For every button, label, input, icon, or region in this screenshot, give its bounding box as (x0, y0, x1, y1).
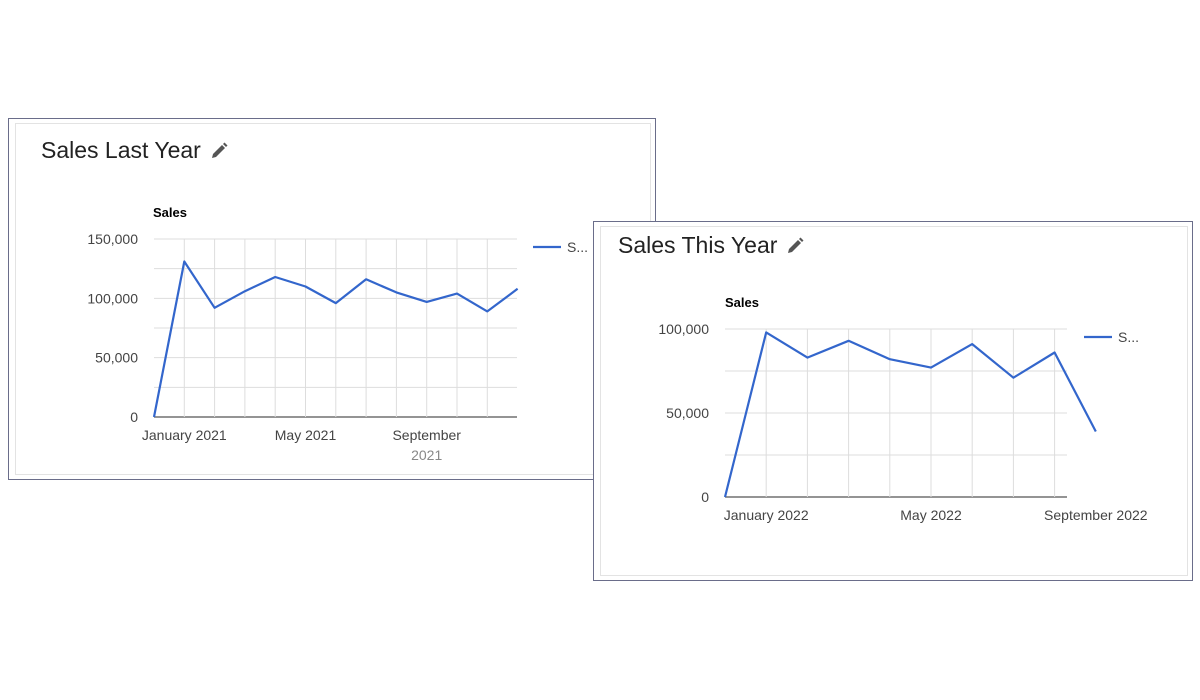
y-axis-title: Sales (725, 295, 759, 310)
chart-title: Sales This Year (618, 232, 805, 259)
x-tick-label: May 2021 (275, 427, 337, 443)
pencil-icon[interactable] (785, 236, 805, 256)
y-tick-label: 150,000 (87, 231, 138, 247)
chart-card-this-year: Sales This Year 0 50,000 100,000 January 20… (593, 221, 1193, 581)
x-tick-label: January 2021 (142, 427, 227, 443)
y-tick-label: 50,000 (95, 350, 138, 366)
chart-title-text: Sales This Year (618, 232, 778, 258)
y-tick-label: 0 (130, 409, 138, 425)
y-tick-label: 100,000 (658, 321, 709, 337)
y-tick-label: 0 (701, 489, 709, 505)
pencil-icon[interactable] (209, 141, 229, 161)
line-chart: 0 50,000 100,000 150,000 January 2021 May 202… (87, 205, 588, 463)
x-tick-label: September (392, 427, 461, 443)
x-tick-sublabel: 2021 (411, 447, 442, 463)
y-tick-label: 100,000 (87, 290, 138, 306)
x-tick-label: January 2022 (724, 507, 809, 523)
x-tick-label: May 2022 (900, 507, 962, 523)
chart-title: Sales Last Year (41, 137, 229, 164)
legend-label: S... (567, 239, 588, 255)
card-inner-frame (600, 226, 1188, 576)
chart-card-last-year: Sales Last Year 0 50,000 100,000 150,000 Jan… (8, 118, 656, 480)
x-tick-label: September 2022 (1044, 507, 1148, 523)
series-line (723, 331, 1097, 498)
legend-label: S... (1118, 329, 1139, 345)
y-tick-label: 50,000 (666, 405, 709, 421)
line-chart: 0 50,000 100,000 January 2022 May 2022 Septem… (658, 295, 1148, 523)
chart-title-text: Sales Last Year (41, 137, 201, 163)
y-axis-title: Sales (153, 205, 187, 220)
